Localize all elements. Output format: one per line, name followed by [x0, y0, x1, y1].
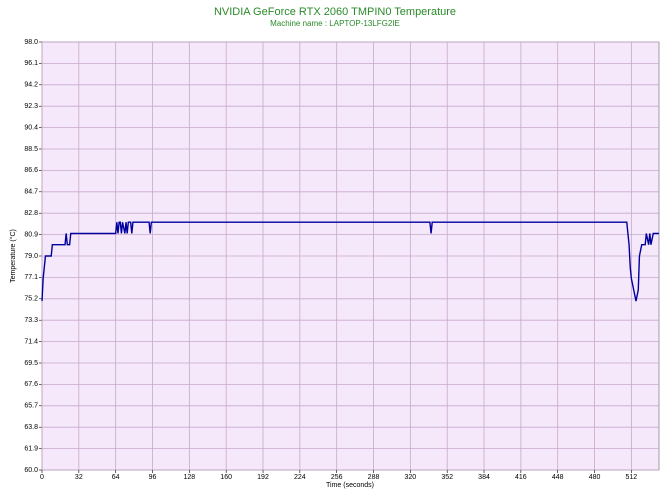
- x-tick-label: 288: [368, 474, 380, 481]
- chart-subtitle: Machine name : LAPTOP-13LFG2IE: [270, 19, 400, 28]
- y-tick-label: 92.3: [24, 103, 38, 110]
- y-tick-label: 98.0: [24, 39, 38, 46]
- y-tick-label: 94.2: [24, 82, 38, 89]
- x-tick-label: 128: [183, 474, 195, 481]
- y-tick-label: 63.8: [24, 424, 38, 431]
- y-tick-label: 61.9: [24, 445, 38, 452]
- x-tick-label: 96: [149, 474, 157, 481]
- y-tick-label: 86.6: [24, 167, 38, 174]
- x-tick-label: 384: [478, 474, 490, 481]
- y-tick-label: 75.2: [24, 296, 38, 303]
- x-tick-label: 160: [220, 474, 232, 481]
- y-tick-label: 71.4: [24, 338, 38, 345]
- x-tick-label: 352: [441, 474, 453, 481]
- y-tick-label: 90.4: [24, 124, 38, 131]
- x-tick-label: 480: [589, 474, 601, 481]
- y-tick-label: 60.0: [24, 467, 38, 474]
- x-tick-label: 448: [552, 474, 564, 481]
- x-tick-label: 416: [515, 474, 527, 481]
- x-tick-label: 256: [331, 474, 343, 481]
- y-tick-label: 80.9: [24, 231, 38, 238]
- y-tick-label: 69.5: [24, 360, 38, 367]
- y-tick-label: 96.1: [24, 60, 38, 67]
- y-tick-label: 73.3: [24, 317, 38, 324]
- x-tick-label: 512: [626, 474, 638, 481]
- x-tick-label: 224: [294, 474, 306, 481]
- x-tick-label: 192: [257, 474, 269, 481]
- y-tick-label: 84.7: [24, 189, 38, 196]
- y-axis-label: Temperature (°C): [9, 229, 17, 283]
- y-tick-label: 77.1: [24, 274, 38, 281]
- y-tick-label: 67.6: [24, 381, 38, 388]
- chart-title: NVIDIA GeForce RTX 2060 TMPIN0 Temperatu…: [214, 6, 456, 18]
- x-tick-label: 0: [40, 474, 44, 481]
- x-tick-label: 320: [405, 474, 417, 481]
- y-tick-label: 79.0: [24, 253, 38, 260]
- y-tick-label: 82.8: [24, 210, 38, 217]
- x-tick-label: 32: [75, 474, 83, 481]
- data-line: [41, 221, 659, 302]
- x-tick-label: 64: [112, 474, 120, 481]
- y-tick-label: 65.7: [24, 403, 38, 410]
- y-tick-label: 88.5: [24, 146, 38, 153]
- x-axis-label: Time (seconds): [326, 482, 374, 489]
